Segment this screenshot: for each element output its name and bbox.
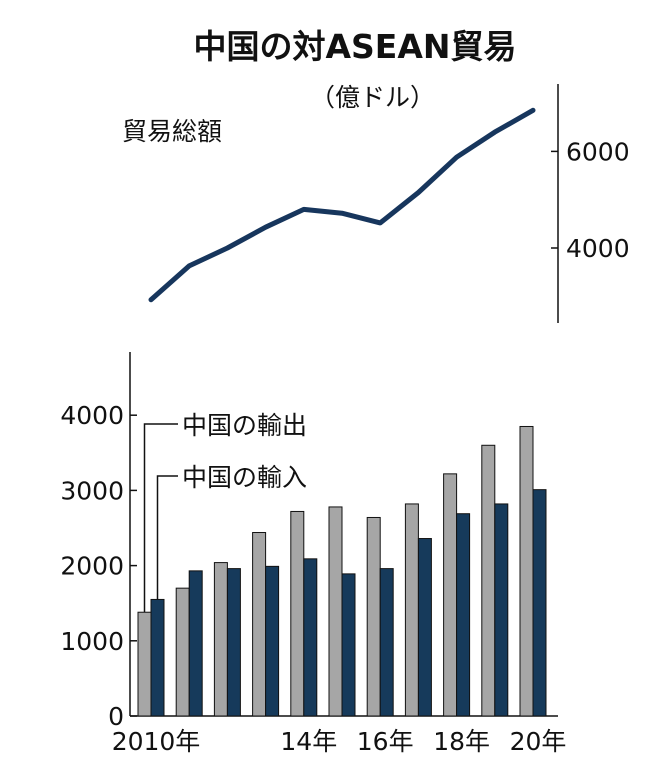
export-import-bar-chart: 0 1000 2000 3000 4000 2010年 14年 16年 18年 20年 中国の輸… [60,352,566,756]
legend-import-leader [156,475,178,600]
bar-import [341,573,356,717]
bar-export [213,562,228,717]
bottom-y-tick-label: 4000 [60,401,124,430]
bar-export [366,516,381,717]
bottom-y-tick-label: 2000 [60,552,124,581]
x-tick-label: 14年 [280,727,337,756]
bar-export [137,611,152,717]
bottom-y-tick-label: 1000 [60,627,124,656]
bar-import [303,558,318,717]
x-tick-label: 2010年 [112,727,201,756]
total-trade-line-chart: 4000 6000 [148,84,630,323]
top-y-tick-label: 4000 [566,234,630,263]
legend-import: 中国の輸入 [182,463,307,492]
bar-export [519,425,534,717]
bottom-y-ticks: 0 1000 2000 3000 4000 [60,401,137,731]
bar-export [328,506,343,717]
x-tick-label: 20年 [510,727,567,756]
bar-import [188,570,203,717]
bar-import [226,568,241,717]
bar-export [404,503,419,717]
total-trade-line [148,107,536,303]
bar-import [417,538,432,717]
legend: 中国の輸出 中国の輸入 [143,411,307,613]
bar-export [290,510,305,717]
bar-export [252,532,267,717]
bar-export [481,444,496,717]
top-y-ticks: 4000 6000 [551,137,630,263]
x-tick-label: 18年 [433,727,490,756]
top-y-tick-label: 6000 [566,137,630,166]
bottom-y-tick-label: 3000 [60,476,124,505]
x-tick-label: 16年 [357,727,414,756]
bar-import [494,503,509,717]
bar-import [265,565,280,717]
x-tick-labels: 2010年 14年 16年 18年 20年 [112,727,567,756]
legend-export: 中国の輸出 [182,411,307,440]
bar-import [456,513,471,717]
bar-import [150,598,165,717]
bar-import [532,489,547,717]
bar-import [379,568,394,717]
bar-export [443,473,458,717]
bars [137,425,547,717]
legend-export-leader [143,423,178,613]
bar-export [175,587,190,717]
chart-title: 中国の対ASEAN貿易 [193,27,516,66]
unit-label: （億ドル） [310,83,435,112]
bottom-y-tick-label: 0 [108,702,124,731]
total-trade-label: 貿易総額 [122,117,222,146]
